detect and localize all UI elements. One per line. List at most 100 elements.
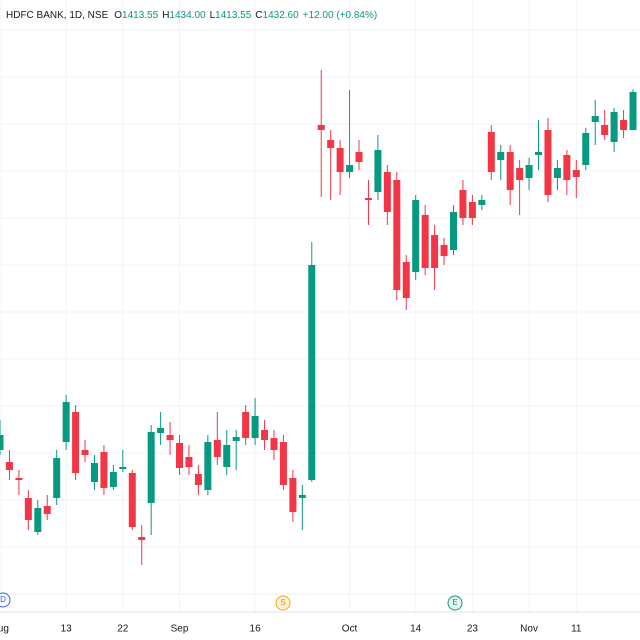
event-label: D [0,595,6,604]
candle-body [251,416,259,438]
legend-header: HDFC BANK, 1D, NSE O1413.55 H1434.00 L1413.… [6,10,381,21]
ohlc-value: 1434.00 [169,10,206,21]
ohlc-value: 1432.60 [262,10,299,21]
candle-body [34,508,42,532]
candle-body [0,435,4,450]
ohlc-label: L [209,10,216,21]
candle-body [440,245,448,256]
candle-body [572,170,580,177]
x-tick-label: Aug [0,624,9,635]
candle-body [223,445,231,467]
candle-body [5,462,13,470]
candle-body [478,200,486,205]
x-tick-label: Sep [171,624,189,635]
candle-body [204,442,212,490]
symbol: HDFC BANK, 1D, NSE [6,10,109,21]
candle-body [109,472,117,487]
candle-body [176,443,184,468]
candle-body [43,506,51,514]
candle-body [157,428,165,433]
candle-body [468,202,476,218]
candle-body [487,132,495,172]
candle-body [138,537,146,540]
candle-body [327,140,335,148]
candle-body [317,125,325,130]
candle-body [270,438,278,450]
candle-body [364,198,372,200]
candle-body [449,212,457,250]
candle-body [100,452,108,488]
ohlc-label: C [255,10,263,21]
candle-body [81,450,89,455]
candle-body [128,473,136,527]
candle-body [24,498,32,520]
x-tick-label: 14 [410,624,422,635]
candle-body [147,432,155,503]
candle-body [374,150,382,192]
candle-body [563,155,571,180]
candle-body [308,265,316,480]
candle-body [90,463,98,482]
candle-body [601,125,609,135]
change: +12.00 (+0.84%) [302,10,378,21]
candle-body [72,412,80,473]
candle-body [544,130,552,195]
candle-body [525,165,533,178]
candle-body [166,435,174,440]
candle-body [261,430,269,440]
candle-body [506,152,514,190]
x-tick-label: 16 [250,624,262,635]
candle-body [393,180,401,290]
candle-body [346,165,354,172]
candle-body [431,235,439,268]
candle-body [421,215,429,268]
ohlc-value: 1413.55 [215,10,252,21]
ohlc-value: 1413.55 [122,10,159,21]
candle-body [298,495,306,498]
candle-body [629,92,637,131]
candle-body [242,412,250,438]
x-tick-label: Oct [342,624,358,635]
candle-body [185,457,193,467]
candle-body [289,478,297,512]
event-label: S [280,598,285,607]
candle-body [412,200,420,272]
candle-body [336,148,344,172]
candle-body [610,112,618,142]
event-marker[interactable]: D [0,592,11,608]
candle-body [62,402,70,442]
candle-body [620,120,628,130]
ohlc: O1413.55 H1434.00 L1413.55 C1432.60 [114,10,302,21]
candle-body [213,440,221,457]
candle-body [232,437,240,441]
event-badge [0,592,11,608]
candle-body [459,190,467,218]
event-badge [447,595,463,611]
x-tick-label: 13 [61,624,73,635]
event-marker[interactable]: E [447,595,463,611]
candle-body [383,172,391,212]
candle-body [497,152,505,160]
candle-body [279,442,287,485]
candle-body [402,262,410,298]
x-tick-label: 23 [467,624,479,635]
candle-body [194,474,202,485]
x-tick-label: 11 [571,624,582,635]
x-tick-label: 22 [117,624,129,635]
event-label: E [452,598,457,607]
x-tick-label: Nov [520,624,538,635]
candle-body [355,152,363,162]
ohlc-label: H [162,10,170,21]
candle-body [15,478,23,480]
ohlc-label: O [114,10,123,21]
event-badge [275,595,291,611]
candle-body [516,168,524,180]
candle-body [591,116,599,122]
event-marker[interactable]: S [275,595,291,611]
candle-body [535,152,543,155]
candle-body [119,467,127,469]
candle-body [53,458,61,498]
candle-body [553,168,561,178]
